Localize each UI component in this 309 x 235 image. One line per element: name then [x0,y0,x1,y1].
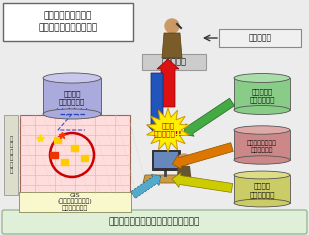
FancyBboxPatch shape [142,54,206,70]
Ellipse shape [234,156,290,164]
Polygon shape [143,175,192,183]
FancyBboxPatch shape [20,115,130,193]
FancyArrow shape [131,174,161,198]
Ellipse shape [234,74,290,82]
Ellipse shape [43,109,101,119]
FancyArrow shape [157,59,179,107]
FancyArrow shape [183,98,235,136]
Bar [81,155,88,161]
Text: 犯
罪
情
報
情
報: 犯 罪 情 報 情 報 [9,136,13,174]
Bar [54,137,61,143]
Circle shape [178,154,190,166]
FancyBboxPatch shape [2,210,307,234]
Text: 捜査指揮官: 捜査指揮官 [162,58,187,67]
Bar [152,150,180,170]
Bar [61,159,68,165]
Bar [234,130,290,160]
Polygon shape [146,108,189,152]
FancyArrow shape [147,73,167,135]
Text: 的確な捜査指揮や効率的な捜査を支援: 的確な捜査指揮や効率的な捜査を支援 [108,218,200,227]
Text: その他の犯罪情報
データベース: その他の犯罪情報 データベース [247,140,277,153]
FancyBboxPatch shape [219,29,301,47]
Ellipse shape [234,171,290,179]
FancyBboxPatch shape [4,115,18,195]
Ellipse shape [234,106,290,114]
Bar [43,78,101,114]
Polygon shape [176,166,192,183]
Bar [154,152,178,168]
Text: 犯罪手口
データベース: 犯罪手口 データベース [59,90,85,105]
Ellipse shape [234,126,290,134]
Text: 被疑者写真
データベース: 被疑者写真 データベース [249,88,275,103]
Text: 様々な情報を迅速に
系統化し、総合的に分析: 様々な情報を迅速に 系統化し、総合的に分析 [38,11,98,33]
Text: 目撃情報等: 目撃情報等 [248,34,272,43]
Circle shape [165,19,179,33]
Ellipse shape [234,199,290,207]
Bar [234,78,290,110]
Text: GIS
(地理情報システム)
による分析結果: GIS (地理情報システム) による分析結果 [57,192,92,212]
FancyArrow shape [172,143,233,169]
Bar [71,145,78,151]
FancyArrow shape [172,172,233,192]
Text: 情報を
集約・分析!!: 情報を 集約・分析!! [154,123,182,137]
Bar [50,152,58,158]
FancyBboxPatch shape [3,3,133,41]
Text: 犯罪統計
データベース: 犯罪統計 データベース [249,183,275,198]
Ellipse shape [43,73,101,83]
Bar [234,175,290,203]
Polygon shape [162,33,182,58]
FancyBboxPatch shape [19,192,131,212]
